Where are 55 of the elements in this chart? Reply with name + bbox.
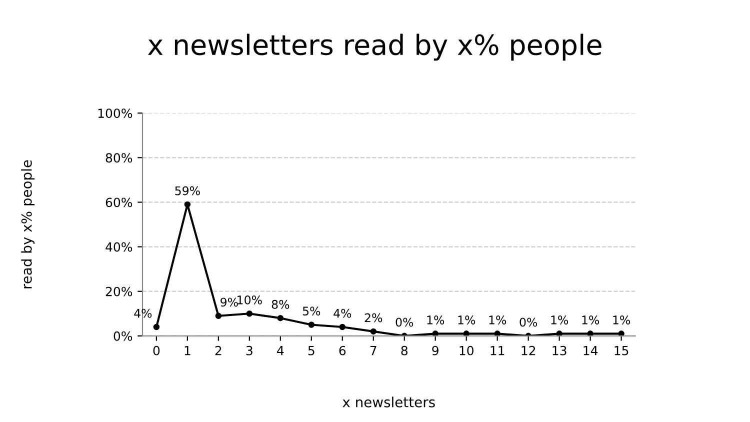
x-tick-label: 15 — [614, 346, 628, 356]
point — [339, 324, 346, 330]
text: 59% — [175, 186, 200, 196]
point — [618, 330, 624, 336]
text: 9% — [220, 298, 238, 307]
x-tick-label: 7 — [370, 346, 376, 356]
x-tick-label: 1 — [184, 346, 190, 356]
y-tick-label: 0% — [114, 331, 132, 341]
text: 10% — [238, 295, 262, 304]
point — [308, 322, 315, 328]
point — [494, 330, 500, 336]
point — [432, 330, 438, 336]
x-tick-label: 8 — [401, 346, 408, 356]
point — [215, 312, 222, 319]
text: 1% — [427, 316, 444, 324]
x-tick-label: 3 — [246, 346, 252, 356]
y-tick-label: 60% — [106, 198, 132, 208]
text: 1% — [551, 316, 568, 324]
x-tick-label: 11 — [490, 346, 504, 356]
y-axis-title: read by x% people — [21, 160, 35, 288]
text: 1% — [489, 316, 506, 324]
y-tick-label: 80% — [106, 153, 132, 163]
text: 4% — [334, 308, 352, 318]
x-tick-label: 2 — [215, 346, 222, 356]
y-tick-label: 100% — [98, 108, 132, 118]
chart-title: x newsletters read by x% people — [148, 34, 602, 61]
point — [587, 330, 594, 336]
x-tick-label: 9 — [432, 346, 438, 356]
text: 1% — [582, 316, 600, 324]
x-tick-label: 0 — [153, 346, 160, 356]
text: 1% — [613, 316, 630, 324]
y-tick-label: 20% — [106, 286, 132, 296]
x-tick-label: 13 — [552, 346, 566, 356]
x-tick-label: 14 — [584, 346, 598, 356]
point — [277, 314, 284, 322]
point — [556, 330, 562, 336]
y-tick-label: 40% — [106, 242, 132, 252]
text: 0% — [520, 318, 538, 327]
x-tick-label: 6 — [339, 346, 346, 356]
text: 5% — [302, 306, 320, 316]
x-axis-title: x newsletters — [342, 396, 435, 408]
x-tick-label: 5 — [308, 346, 314, 356]
point — [153, 324, 160, 330]
text: 8% — [272, 300, 290, 309]
x-tick-label: 10 — [460, 346, 474, 356]
point — [463, 330, 470, 336]
text: 0% — [396, 318, 414, 327]
text: 4% — [134, 308, 152, 318]
x-tick-label: 4 — [277, 346, 284, 356]
x-tick-label: 12 — [522, 346, 536, 356]
point — [246, 310, 253, 317]
point — [370, 328, 377, 335]
text: 2% — [364, 313, 382, 322]
text: 1% — [458, 316, 476, 324]
point — [184, 201, 191, 208]
